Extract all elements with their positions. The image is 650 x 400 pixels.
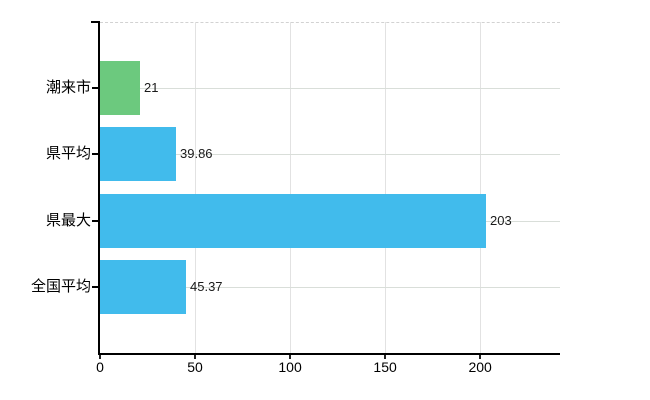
y-axis-tick [92,219,100,222]
vertical-gridline [385,22,387,353]
x-axis-tick [194,354,197,359]
horizontal-gridline [100,88,560,90]
bar-highlighted [100,61,140,116]
vertical-gridline [195,22,197,353]
bar-value-label: 203 [490,212,512,228]
x-axis-tick [99,354,101,359]
x-axis-tick [384,354,387,359]
x-axis-tick-label: 100 [278,359,302,375]
plot-area [100,22,560,353]
x-axis-line [98,353,560,355]
bar-value-label: 45.37 [190,278,223,294]
y-axis-line [98,21,100,353]
x-axis-tick-label: 0 [96,359,104,375]
y-axis-category-label: 県最大 [45,211,91,229]
bar-default [100,193,486,248]
horizontal-gridline [100,286,560,288]
bar-default [100,127,176,182]
y-axis-category-label: 全国平均 [30,277,91,295]
x-axis-tick-label: 50 [187,359,203,375]
y-axis-top-tick [91,21,100,23]
x-axis-tick-label: 200 [468,359,492,375]
x-axis-tick-label: 150 [373,359,397,375]
bar-value-label: 39.86 [180,146,213,162]
y-axis-tick [92,87,100,90]
vertical-gridline [480,22,482,353]
y-axis-tick [92,153,100,156]
bar-value-label: 21 [144,80,159,96]
x-axis-tick [479,354,482,359]
y-axis-category-label: 県平均 [45,145,91,163]
y-axis-tick [92,285,100,288]
horizontal-gridline [100,154,560,156]
y-axis-category-label: 潮来市 [45,79,91,97]
vertical-gridline [290,22,292,353]
bar-default [100,259,186,314]
x-axis-tick [289,354,292,359]
